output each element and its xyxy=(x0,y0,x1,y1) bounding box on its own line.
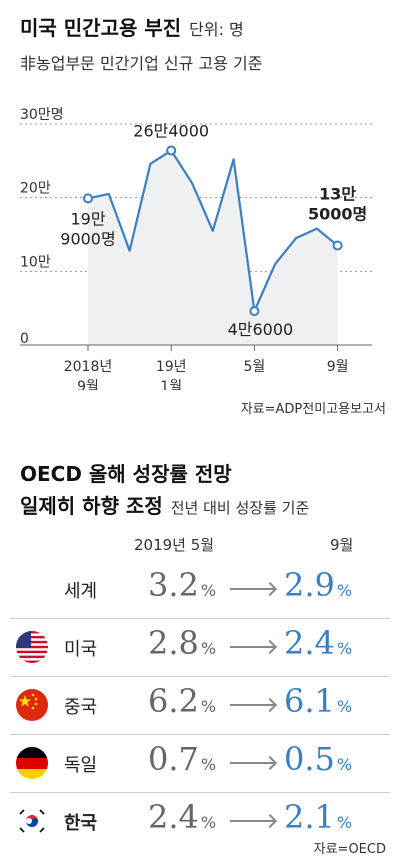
x-tick-label: 19년 xyxy=(156,359,187,375)
data-label: 4만6000 xyxy=(228,320,294,339)
data-point xyxy=(166,145,177,156)
arrow-right-icon xyxy=(230,704,274,706)
x-tick-label: 9월 xyxy=(327,359,349,375)
table-row: 중국 6.2% 6.1% xyxy=(0,676,400,734)
column-header-may: 2019년 5월 xyxy=(134,536,215,554)
growth-may-value: 3.2% xyxy=(148,566,217,604)
chart-source: 자료=ADP전미고용보고서 xyxy=(240,402,386,417)
growth-sep-value: 2.1% xyxy=(284,798,353,836)
growth-may-value: 0.7% xyxy=(148,740,217,778)
row-divider xyxy=(10,792,390,793)
data-point xyxy=(249,306,260,317)
chart-title-row: 미국 민간고용 부진 단위: 명 xyxy=(20,12,244,41)
growth-title-row: 일제히 하향 조정 전년 대비 성장률 기준 xyxy=(20,490,309,519)
row-divider xyxy=(10,618,390,619)
arrow-right-icon xyxy=(230,646,274,648)
growth-title: OECD 올해 성장률 전망 xyxy=(20,462,232,486)
y-tick-label: 0 xyxy=(20,331,29,347)
country-label: 한국 xyxy=(64,813,98,834)
table-source: 자료=OECD xyxy=(313,842,386,857)
data-label: 19만 xyxy=(70,209,105,228)
growth-sep-value: 2.9% xyxy=(284,566,353,604)
growth-subtitle: 전년 대비 성장률 기준 xyxy=(170,499,310,517)
growth-may-value: 6.2% xyxy=(148,682,217,720)
table-row: 미국 2.8% 2.4% xyxy=(0,618,400,676)
country-label: 독일 xyxy=(64,755,98,776)
growth-sep-value: 2.4% xyxy=(284,624,353,662)
table-row: 한국 2.4% 2.1% xyxy=(0,792,400,850)
x-tick-label: 9월 xyxy=(77,379,99,390)
country-label: 중국 xyxy=(64,697,98,718)
country-label: 미국 xyxy=(64,639,98,660)
data-label: 26만4000 xyxy=(133,122,209,141)
arrow-right-icon xyxy=(230,588,274,590)
unit-label: 단위: 명 xyxy=(189,20,244,39)
us-flag-icon xyxy=(16,631,48,663)
y-tick-label: 10만 xyxy=(20,254,51,270)
table-row: 세계 3.2% 2.9% xyxy=(0,560,400,618)
column-header-sep: 9월 xyxy=(330,536,354,554)
china-flag-icon xyxy=(16,689,48,721)
row-divider xyxy=(10,676,390,677)
chart-subtitle: 非농업부문 민간기업 신규 고용 기준 xyxy=(20,54,263,73)
data-label: 13만 xyxy=(319,185,356,204)
row-divider xyxy=(10,734,390,735)
data-point xyxy=(83,193,93,204)
growth-sep-value: 0.5% xyxy=(284,740,353,778)
growth-may-value: 2.8% xyxy=(148,624,217,662)
chart-title: 미국 민간고용 부진 xyxy=(20,16,182,40)
arrow-right-icon xyxy=(230,820,274,822)
table-row: 독일 0.7% 0.5% xyxy=(0,734,400,792)
area-fill xyxy=(88,150,338,345)
data-point xyxy=(332,240,343,251)
korea-flag-icon xyxy=(16,805,48,837)
series-line xyxy=(87,149,339,313)
x-tick-label: 1월 xyxy=(160,379,182,390)
growth-title-2: 일제히 하향 조정 xyxy=(20,494,163,518)
y-tick-label: 30만명 xyxy=(20,107,64,123)
country-label: 세계 xyxy=(64,581,98,602)
data-label: 9000명 xyxy=(60,229,115,248)
arrow-right-icon xyxy=(230,762,274,764)
data-label: 5000명 xyxy=(308,205,367,224)
x-tick-label: 2018년 xyxy=(64,359,113,375)
y-tick-label: 20만 xyxy=(20,181,51,197)
germany-flag-icon xyxy=(16,747,48,779)
x-tick-label: 5월 xyxy=(244,359,266,375)
growth-sep-value: 6.1% xyxy=(284,682,353,720)
growth-may-value: 2.4% xyxy=(148,798,217,836)
